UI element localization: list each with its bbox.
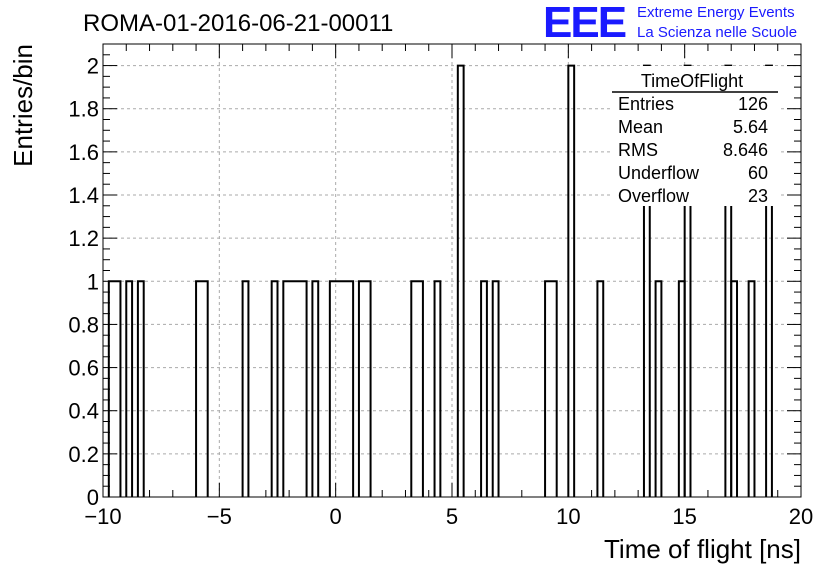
stats-row-label: Entries (618, 94, 674, 114)
stats-box-title: TimeOfFlight (641, 71, 743, 91)
stats-row-value: 60 (748, 163, 768, 183)
histogram-bin (491, 280, 500, 497)
histogram-bin (311, 280, 320, 497)
y-axis-label: Entries/bin (8, 44, 38, 167)
histogram-bin (730, 280, 739, 497)
y-tick-label: 1.4 (68, 183, 99, 208)
histogram-bin (683, 64, 692, 497)
x-tick-label: 0 (330, 504, 342, 529)
y-tick-label: 0.2 (68, 442, 99, 467)
histogram-bin (433, 280, 442, 497)
logo-subtitle-line2: La Scienza nelle Scuole (637, 24, 798, 41)
histogram-bin (480, 280, 488, 497)
histogram-bin (357, 280, 372, 497)
chart-title: ROMA-01-2016-06-21-00011 (83, 10, 394, 37)
y-tick-label: 0.4 (68, 399, 99, 424)
stats-row-value: 126 (738, 94, 768, 114)
stats-row-label: RMS (618, 140, 658, 160)
stats-row-label: Mean (618, 117, 663, 137)
histogram-bin (270, 280, 279, 497)
y-tick-label: 0.8 (68, 312, 99, 337)
x-axis-label: Time of flight [ns] (604, 534, 801, 564)
x-tick-label: 20 (789, 504, 813, 529)
y-tick-label: 1.8 (68, 97, 99, 122)
histogram-bin (125, 280, 134, 497)
logo-subtitle-line1: Extreme Energy Events (637, 4, 795, 21)
histogram-bin (282, 280, 308, 497)
y-tick-label: 1.2 (68, 226, 99, 251)
x-tick-label: −5 (207, 504, 232, 529)
histogram-bin (195, 280, 209, 497)
histogram-bin (544, 280, 558, 497)
histogram-bin (654, 280, 663, 497)
histogram-bin (107, 280, 122, 497)
stats-box-background (612, 66, 778, 206)
x-tick-label: 15 (672, 504, 696, 529)
y-tick-label: 2 (87, 54, 99, 79)
histogram-bin (328, 280, 355, 497)
histogram-bin (765, 64, 773, 497)
histogram-bin (642, 64, 651, 497)
y-tick-label: 0 (87, 485, 99, 510)
y-tick-label: 1 (87, 269, 99, 294)
y-tick-label: 1.6 (68, 140, 99, 165)
histogram-bin (747, 280, 756, 497)
stats-row-value: 5.64 (733, 117, 768, 137)
histogram-bin (456, 64, 465, 497)
stats-row-label: Underflow (618, 163, 700, 183)
histogram-bin (567, 64, 576, 497)
histogram-bin (136, 280, 145, 497)
x-tick-label: 5 (446, 504, 458, 529)
histogram-bin (596, 280, 605, 497)
x-tick-label: −10 (84, 504, 121, 529)
x-tick-label: 10 (556, 504, 580, 529)
y-tick-label: 0.6 (68, 356, 99, 381)
stats-row-value: 8.646 (723, 140, 768, 160)
histogram-bin (241, 280, 250, 497)
stats-row-value: 23 (748, 186, 768, 206)
eee-logo: EEE (543, 0, 627, 47)
stats-row-label: Overflow (618, 186, 690, 206)
histogram-bin (410, 280, 424, 497)
